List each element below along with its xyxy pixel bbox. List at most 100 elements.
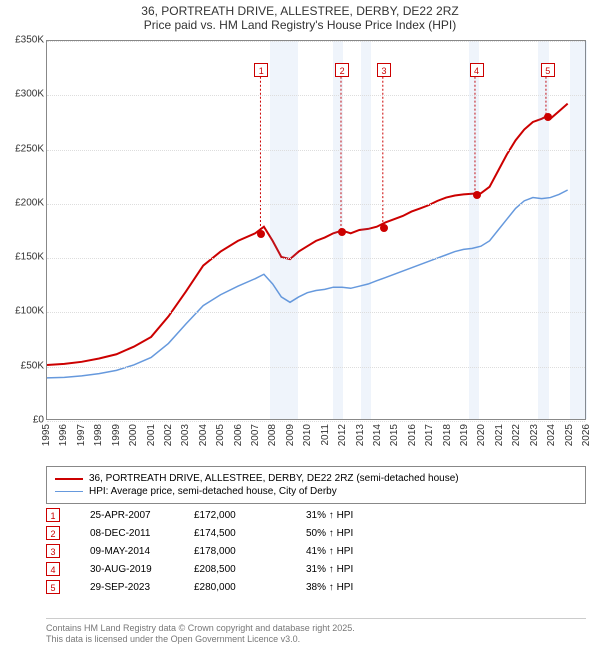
x-axis-label: 1995 bbox=[41, 424, 52, 446]
sales-pct: 31% ↑ HPI bbox=[306, 510, 426, 521]
footer: Contains HM Land Registry data © Crown c… bbox=[46, 618, 586, 646]
x-axis-label: 2002 bbox=[163, 424, 174, 446]
gridline bbox=[47, 367, 585, 368]
x-axis-label: 1996 bbox=[58, 424, 69, 446]
legend-item-property: 36, PORTREATH DRIVE, ALLESTREE, DERBY, D… bbox=[55, 473, 577, 484]
sales-index-badge: 3 bbox=[46, 544, 60, 558]
x-axis-label: 2016 bbox=[407, 424, 418, 446]
y-axis-label: £150K bbox=[0, 252, 44, 263]
sale-marker-badge: 4 bbox=[470, 63, 484, 77]
sales-row: 309-MAY-2014£178,00041% ↑ HPI bbox=[46, 542, 586, 560]
x-axis-label: 2012 bbox=[337, 424, 348, 446]
title-line1: 36, PORTREATH DRIVE, ALLESTREE, DERBY, D… bbox=[0, 4, 600, 18]
x-axis-label: 2008 bbox=[267, 424, 278, 446]
sales-row: 5 29-SEP-2023 £280,000 38% ↑ HPI bbox=[46, 578, 586, 596]
recession-band bbox=[570, 41, 587, 419]
x-axis-label: 2003 bbox=[180, 424, 191, 446]
sales-pct: 41% ↑ HPI bbox=[306, 546, 426, 557]
x-axis-label: 2000 bbox=[128, 424, 139, 446]
sale-marker-dot bbox=[257, 230, 265, 238]
y-axis-label: £0 bbox=[0, 415, 44, 426]
x-axis-label: 2015 bbox=[389, 424, 400, 446]
x-axis-label: 2026 bbox=[581, 424, 592, 446]
recession-band bbox=[361, 41, 371, 419]
x-axis-label: 2024 bbox=[546, 424, 557, 446]
sale-marker-badge: 5 bbox=[541, 63, 555, 77]
x-axis-label: 2022 bbox=[511, 424, 522, 446]
x-axis-label: 2001 bbox=[146, 424, 157, 446]
gridline bbox=[47, 258, 585, 259]
sales-row: 2 08-DEC-2011 £174,500 50% ↑ HPI bbox=[46, 524, 586, 542]
y-axis-label: £50K bbox=[0, 360, 44, 371]
x-axis-label: 1997 bbox=[76, 424, 87, 446]
y-axis-label: £350K bbox=[0, 35, 44, 46]
sales-date: 29-SEP-2023 bbox=[72, 582, 182, 593]
sales-pct: 50% ↑ HPI bbox=[306, 528, 426, 539]
series-property bbox=[47, 104, 568, 365]
recession-band bbox=[270, 41, 298, 419]
sales-row: 1 25-APR-2007 £172,000 31% ↑ HPI bbox=[46, 506, 586, 524]
x-axis-label: 2011 bbox=[320, 424, 331, 446]
gridline bbox=[47, 312, 585, 313]
sales-index-badge: 5 bbox=[46, 580, 60, 594]
x-axis-label: 2025 bbox=[564, 424, 575, 446]
chart-svg bbox=[47, 41, 585, 419]
sales-price: £172,000 bbox=[194, 510, 294, 521]
x-axis-label: 2020 bbox=[476, 424, 487, 446]
sale-marker-dot bbox=[544, 113, 552, 121]
plot-area: 1 2 3 4 5 bbox=[46, 40, 586, 420]
gridline bbox=[47, 150, 585, 151]
footer-line1: Contains HM Land Registry data © Crown c… bbox=[46, 623, 586, 635]
sales-table: 1 25-APR-2007 £172,000 31% ↑ HPI 2 08-DEC-201… bbox=[46, 506, 586, 596]
x-axis-label: 1999 bbox=[111, 424, 122, 446]
sales-price: £178,000 bbox=[194, 546, 294, 557]
title-line2: Price paid vs. HM Land Registry's House … bbox=[0, 18, 600, 32]
x-axis-label: 2014 bbox=[372, 424, 383, 446]
sales-date: 08-DEC-2011 bbox=[72, 528, 182, 539]
x-axis-label: 2017 bbox=[424, 424, 435, 446]
sale-marker-badge: 2 bbox=[335, 63, 349, 77]
sale-marker-badge: 1 bbox=[254, 63, 268, 77]
footer-line2: This data is licensed under the Open Gov… bbox=[46, 634, 586, 646]
x-axis-label: 2019 bbox=[459, 424, 470, 446]
sales-price: £174,500 bbox=[194, 528, 294, 539]
sales-index-badge: 4 bbox=[46, 562, 60, 576]
recession-band bbox=[469, 41, 479, 419]
legend: 36, PORTREATH DRIVE, ALLESTREE, DERBY, D… bbox=[46, 466, 586, 504]
x-axis-label: 2018 bbox=[442, 424, 453, 446]
legend-item-hpi: HPI: Average price, semi-detached house,… bbox=[55, 486, 577, 497]
recession-band bbox=[538, 41, 548, 419]
x-axis-label: 2021 bbox=[494, 424, 505, 446]
legend-label-property: 36, PORTREATH DRIVE, ALLESTREE, DERBY, D… bbox=[89, 473, 459, 484]
sales-date: 30-AUG-2019 bbox=[72, 564, 182, 575]
legend-swatch-property bbox=[55, 478, 83, 480]
gridline bbox=[47, 41, 585, 42]
legend-label-hpi: HPI: Average price, semi-detached house,… bbox=[89, 486, 337, 497]
y-axis-label: £300K bbox=[0, 89, 44, 100]
y-axis-label: £100K bbox=[0, 306, 44, 317]
sales-price: £280,000 bbox=[194, 582, 294, 593]
sale-marker-badge: 3 bbox=[377, 63, 391, 77]
sale-marker-dot bbox=[473, 191, 481, 199]
x-axis-label: 2004 bbox=[198, 424, 209, 446]
chart-titles: 36, PORTREATH DRIVE, ALLESTREE, DERBY, D… bbox=[0, 0, 600, 32]
x-axis-label: 2009 bbox=[285, 424, 296, 446]
sales-index-badge: 1 bbox=[46, 508, 60, 522]
sales-price: £208,500 bbox=[194, 564, 294, 575]
legend-swatch-hpi bbox=[55, 491, 83, 492]
sales-pct: 38% ↑ HPI bbox=[306, 582, 426, 593]
x-axis-label: 2005 bbox=[215, 424, 226, 446]
sales-index-badge: 2 bbox=[46, 526, 60, 540]
x-axis-label: 2007 bbox=[250, 424, 261, 446]
gridline bbox=[47, 204, 585, 205]
chart-container: 36, PORTREATH DRIVE, ALLESTREE, DERBY, D… bbox=[0, 0, 600, 650]
x-axis-label: 2013 bbox=[355, 424, 366, 446]
y-axis-label: £250K bbox=[0, 143, 44, 154]
gridline bbox=[47, 421, 585, 422]
x-axis-label: 2006 bbox=[233, 424, 244, 446]
sale-marker-dot bbox=[338, 228, 346, 236]
sales-date: 25-APR-2007 bbox=[72, 510, 182, 521]
x-axis-label: 2010 bbox=[302, 424, 313, 446]
sales-pct: 31% ↑ HPI bbox=[306, 564, 426, 575]
sale-marker-dot bbox=[380, 224, 388, 232]
